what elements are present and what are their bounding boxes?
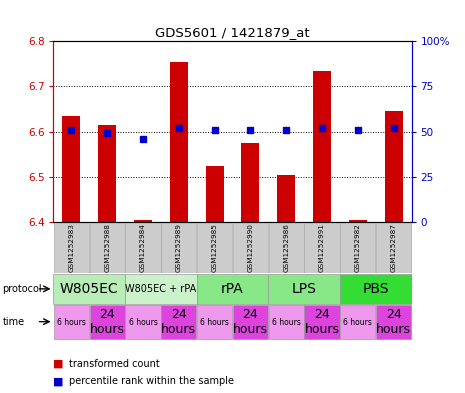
Text: 6 hours: 6 hours bbox=[272, 318, 301, 327]
Bar bbox=[62, 116, 80, 222]
Text: time: time bbox=[2, 317, 25, 327]
Text: 6 hours: 6 hours bbox=[57, 318, 86, 327]
Text: GSM1252983: GSM1252983 bbox=[68, 223, 74, 272]
FancyBboxPatch shape bbox=[161, 222, 196, 273]
Text: GSM1252987: GSM1252987 bbox=[391, 223, 397, 272]
Text: PBS: PBS bbox=[363, 282, 389, 296]
FancyBboxPatch shape bbox=[125, 274, 197, 304]
Bar bbox=[385, 111, 403, 222]
FancyBboxPatch shape bbox=[269, 222, 304, 273]
FancyBboxPatch shape bbox=[340, 222, 375, 273]
Text: 6 hours: 6 hours bbox=[200, 318, 229, 327]
Text: transformed count: transformed count bbox=[69, 358, 159, 369]
Text: GSM1252985: GSM1252985 bbox=[212, 223, 218, 272]
FancyBboxPatch shape bbox=[233, 222, 268, 273]
Text: W805EC: W805EC bbox=[60, 282, 119, 296]
Bar bbox=[313, 71, 331, 222]
FancyBboxPatch shape bbox=[305, 222, 339, 273]
Bar bbox=[277, 174, 295, 222]
Text: protocol: protocol bbox=[2, 284, 42, 294]
Text: 24
hours: 24 hours bbox=[233, 308, 268, 336]
Text: LPS: LPS bbox=[292, 282, 317, 296]
FancyBboxPatch shape bbox=[268, 274, 340, 304]
FancyBboxPatch shape bbox=[161, 305, 196, 339]
Text: GSM1252986: GSM1252986 bbox=[283, 223, 289, 272]
Bar bbox=[98, 125, 116, 222]
Bar bbox=[349, 220, 367, 222]
FancyBboxPatch shape bbox=[340, 274, 412, 304]
FancyBboxPatch shape bbox=[90, 222, 125, 273]
FancyBboxPatch shape bbox=[197, 305, 232, 339]
FancyBboxPatch shape bbox=[269, 305, 304, 339]
FancyBboxPatch shape bbox=[376, 222, 411, 273]
FancyBboxPatch shape bbox=[197, 274, 268, 304]
Bar bbox=[134, 220, 152, 222]
FancyBboxPatch shape bbox=[233, 305, 268, 339]
Text: 6 hours: 6 hours bbox=[128, 318, 158, 327]
FancyBboxPatch shape bbox=[376, 305, 411, 339]
Text: GSM1252991: GSM1252991 bbox=[319, 223, 325, 272]
Text: 24
hours: 24 hours bbox=[161, 308, 196, 336]
FancyBboxPatch shape bbox=[53, 274, 125, 304]
Bar bbox=[206, 165, 224, 222]
Text: 6 hours: 6 hours bbox=[343, 318, 372, 327]
FancyBboxPatch shape bbox=[126, 222, 160, 273]
FancyBboxPatch shape bbox=[126, 305, 160, 339]
Bar bbox=[170, 62, 188, 222]
FancyBboxPatch shape bbox=[305, 305, 339, 339]
Text: GSM1252990: GSM1252990 bbox=[247, 223, 253, 272]
FancyBboxPatch shape bbox=[54, 222, 89, 273]
FancyBboxPatch shape bbox=[340, 305, 375, 339]
Text: W805EC + rPA: W805EC + rPA bbox=[125, 284, 197, 294]
Text: 24
hours: 24 hours bbox=[90, 308, 125, 336]
Text: ■: ■ bbox=[53, 376, 64, 386]
FancyBboxPatch shape bbox=[197, 222, 232, 273]
Text: GSM1252988: GSM1252988 bbox=[104, 223, 110, 272]
Text: GSM1252982: GSM1252982 bbox=[355, 223, 361, 272]
Text: GSM1252984: GSM1252984 bbox=[140, 223, 146, 272]
Title: GDS5601 / 1421879_at: GDS5601 / 1421879_at bbox=[155, 26, 310, 39]
FancyBboxPatch shape bbox=[90, 305, 125, 339]
Text: 24
hours: 24 hours bbox=[305, 308, 339, 336]
Text: GSM1252989: GSM1252989 bbox=[176, 223, 182, 272]
Bar bbox=[241, 143, 259, 222]
Text: ■: ■ bbox=[53, 358, 64, 369]
FancyBboxPatch shape bbox=[54, 305, 89, 339]
Text: rPA: rPA bbox=[221, 282, 244, 296]
Text: 24
hours: 24 hours bbox=[376, 308, 411, 336]
Text: percentile rank within the sample: percentile rank within the sample bbox=[69, 376, 234, 386]
